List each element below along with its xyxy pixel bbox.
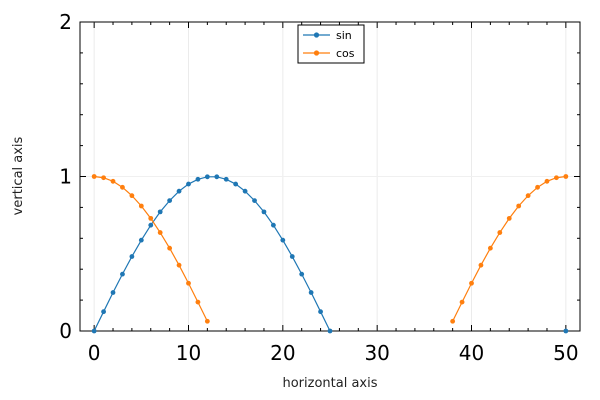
data-point-sin [101,309,106,315]
data-point-cos [450,318,456,324]
data-point-cos [148,215,154,221]
data-point-cos [101,175,106,181]
x-tick-label: 10 [176,341,201,365]
data-point-sin [157,209,163,215]
data-point-sin [214,174,220,180]
y-tick-label: 2 [59,10,72,34]
data-point-cos [186,280,191,286]
y-axis-title: vertical axis [11,136,26,215]
data-point-cos [487,245,493,251]
data-point-cos [478,262,484,268]
data-point-sin [120,271,125,277]
grid-lines [80,22,580,331]
data-point-cos [204,318,210,324]
x-tick-label: 30 [364,341,389,365]
data-point-sin [110,290,116,295]
data-point-sin [261,209,267,215]
series-line-cos [452,175,566,322]
data-point-sin [223,176,229,182]
series-line-cos [94,175,208,322]
data-point-cos [120,184,125,190]
data-point-sin [186,181,191,187]
data-point-sin [252,198,257,204]
data-point-sin [91,328,97,334]
data-point-cos [516,203,522,209]
data-point-sin [299,271,305,277]
series-cos [91,174,569,324]
data-point-cos [525,193,531,199]
data-point-cos [167,245,173,251]
data-point-cos [176,262,182,268]
data-point-sin [270,222,276,228]
legend-box [297,24,365,64]
legend-label: sin [336,29,352,42]
legend-swatch-marker [313,32,320,38]
data-point-cos [91,174,97,179]
data-point-sin [138,237,144,243]
data-point-cos [535,184,540,190]
axis-ticks: 0 10 20 30 40 50 0 1 2 [59,10,580,365]
series-sin [91,174,569,334]
x-tick-label: 0 [88,341,101,365]
data-point-sin [280,237,286,243]
data-point-cos [563,174,569,179]
data-point-cos [497,230,503,235]
data-point-cos [506,215,512,221]
data-point-sin [327,328,333,334]
data-point-sin [233,181,239,187]
data-point-cos [544,178,550,184]
legend-swatch-marker [313,50,320,56]
data-point-sin [195,176,201,182]
data-point-sin [308,290,314,295]
x-tick-label: 40 [459,341,484,365]
data-point-sin [563,328,569,334]
data-point-sin [176,188,182,194]
y-tick-label: 1 [59,165,72,189]
data-point-cos [469,280,474,286]
data-point-cos [157,230,163,235]
legend-label: cos [336,47,355,60]
x-axis-title: horizontal axis [282,376,377,391]
x-tick-label: 20 [270,341,295,365]
data-point-cos [138,203,144,209]
legend: sin cos [297,24,365,64]
data-point-cos [129,193,135,199]
series-line-sin [93,176,331,332]
series-layer [91,174,569,334]
y-tick-label: 0 [59,319,72,343]
x-tick-label: 50 [553,341,578,365]
data-point-cos [195,299,201,305]
data-point-sin [318,309,323,315]
data-point-sin [129,254,135,259]
data-point-sin [167,198,173,204]
data-point-sin [148,222,154,228]
data-point-sin [289,254,295,259]
data-point-cos [110,178,116,184]
data-point-sin [242,188,248,194]
data-point-sin [204,174,210,180]
data-point-cos [459,299,465,305]
data-point-cos [554,175,559,181]
